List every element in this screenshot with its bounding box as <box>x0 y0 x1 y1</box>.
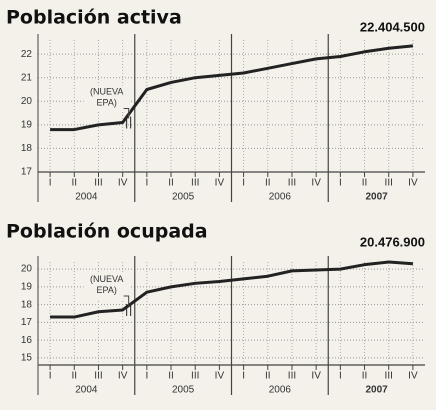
year-label: 2005 <box>172 385 195 396</box>
note: (NUEVA EPA) <box>90 274 123 295</box>
x-tick-label: IV <box>311 178 321 189</box>
x-tick-label: IV <box>215 178 225 189</box>
x-tick-label: I <box>339 371 342 382</box>
x-tick-label: II <box>168 178 174 189</box>
x-tick-label: I <box>242 178 245 189</box>
year-label: 2007 <box>366 192 389 203</box>
x-tick-label: IV <box>408 371 418 382</box>
y-tick-label: 20 <box>21 96 33 107</box>
y-tick-label: 16 <box>21 335 33 346</box>
x-tick-label: II <box>72 178 78 189</box>
x-tick-label: III <box>288 371 296 382</box>
x-tick-label: I <box>339 178 342 189</box>
y-tick-label: 15 <box>21 353 33 364</box>
x-tick-label: IV <box>118 371 128 382</box>
year-label: 2004 <box>75 385 98 396</box>
y-tick-label: 17 <box>21 167 33 178</box>
chart-title: Población activa <box>6 7 182 29</box>
annotation: 20.476.900 <box>360 234 425 249</box>
data-line <box>50 44 414 132</box>
x-tick-label: II <box>168 371 174 382</box>
year-label: 2004 <box>75 192 98 203</box>
note: (NUEVA EPA) <box>90 87 123 108</box>
note-pointer <box>123 108 130 119</box>
chart-title: Población ocupada <box>6 221 208 243</box>
x-tick-label: II <box>265 371 271 382</box>
year-label: 2005 <box>172 192 195 203</box>
x-tick-label: III <box>288 178 296 189</box>
x-tick-label: III <box>191 178 199 189</box>
x-tick-label: III <box>385 178 393 189</box>
x-tick-label: I <box>49 178 52 189</box>
x-tick-label: I <box>145 178 148 189</box>
x-tick-label: II <box>362 371 368 382</box>
note-bg <box>83 85 130 112</box>
y-tick-label: 18 <box>21 143 33 154</box>
x-tick-label: III <box>385 371 393 382</box>
year-label: 2007 <box>366 385 389 396</box>
y-tick-label: 19 <box>21 119 33 130</box>
note-bg <box>83 272 130 299</box>
y-tick-label: 22 <box>21 49 33 60</box>
x-tick-label: III <box>94 371 102 382</box>
y-tick-label: 21 <box>21 72 33 83</box>
x-tick-label: II <box>72 371 78 382</box>
year-label: 2006 <box>269 192 292 203</box>
x-tick-label: II <box>362 178 368 189</box>
y-tick-label: 18 <box>21 299 33 310</box>
year-label: 2006 <box>269 385 292 396</box>
y-tick-label: 17 <box>21 317 33 328</box>
x-tick-label: I <box>145 371 148 382</box>
annotation: 22.404.500 <box>360 19 425 34</box>
x-tick-label: I <box>242 371 245 382</box>
x-tick-label: I <box>49 371 52 382</box>
note-pointer <box>123 295 130 306</box>
x-tick-label: IV <box>408 178 418 189</box>
y-tick-label: 19 <box>21 282 33 293</box>
x-tick-label: IV <box>215 371 225 382</box>
x-tick-label: II <box>265 178 271 189</box>
x-tick-label: IV <box>118 178 128 189</box>
x-tick-label: IV <box>311 371 321 382</box>
x-tick-label: III <box>191 371 199 382</box>
data-line <box>50 260 414 319</box>
x-tick-label: III <box>94 178 102 189</box>
y-tick-label: 20 <box>21 264 33 275</box>
